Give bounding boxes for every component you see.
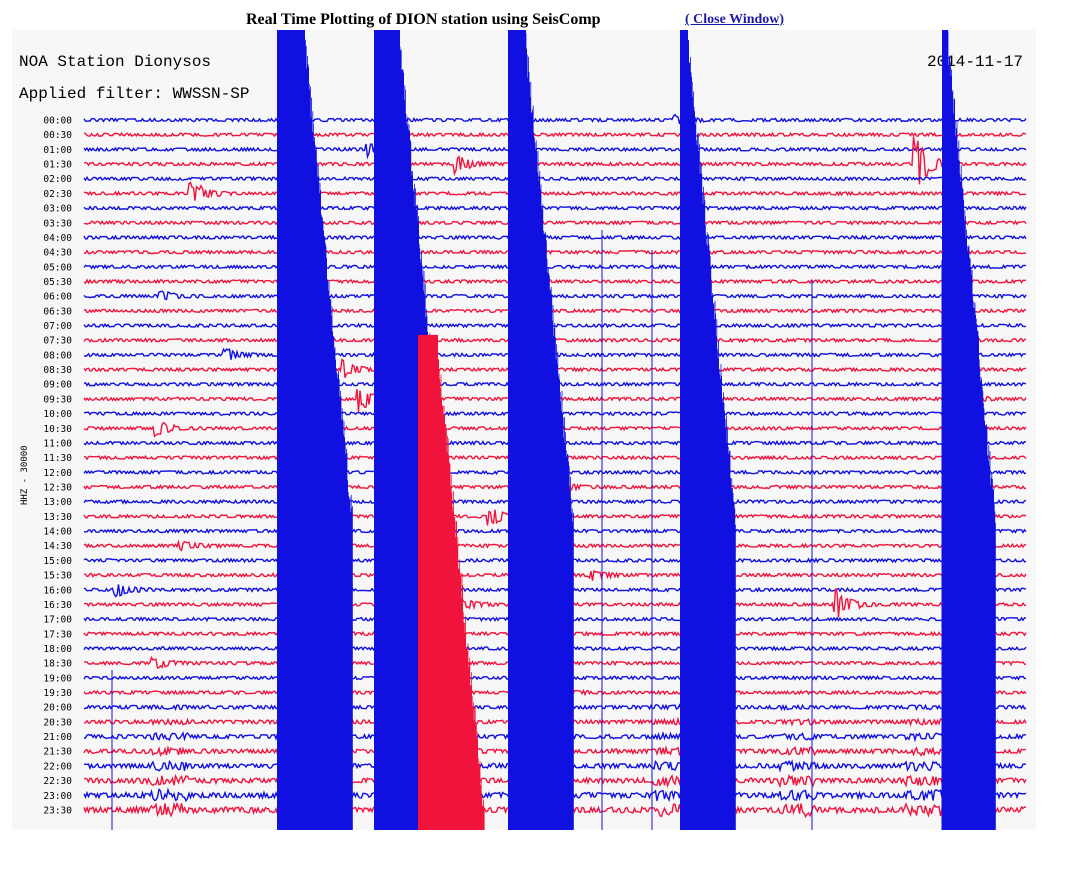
saturated-event-band bbox=[374, 30, 400, 830]
saturated-event-band bbox=[418, 334, 438, 830]
helicorder-plot: NOA Station Dionysos Applied filter: WWS… bbox=[12, 30, 1036, 830]
time-tick-label: 04:00 bbox=[43, 233, 72, 244]
time-tick-label: 14:00 bbox=[43, 527, 72, 538]
time-tick-label: 13:00 bbox=[43, 497, 72, 508]
time-tick-label: 09:30 bbox=[43, 394, 72, 405]
time-tick-label: 15:30 bbox=[43, 571, 72, 582]
time-tick-label: 19:00 bbox=[43, 673, 72, 684]
channel-label: HHZ - 30000 bbox=[20, 445, 30, 505]
time-tick-label: 03:30 bbox=[43, 218, 72, 229]
time-tick-label: 16:30 bbox=[43, 600, 72, 611]
saturated-event-band bbox=[680, 30, 688, 830]
saturated-event-band bbox=[277, 30, 305, 830]
close-window-link[interactable]: ( Close Window) bbox=[685, 12, 785, 27]
event-coda-spikes bbox=[437, 359, 485, 830]
helicorder-canvas: NOA Station Dionysos Applied filter: WWS… bbox=[19, 30, 1027, 830]
seismogram-trace-line bbox=[83, 181, 1027, 201]
time-tick-label: 08:00 bbox=[43, 350, 72, 361]
seismogram-trace-line bbox=[83, 249, 1027, 256]
time-tick-label: 00:00 bbox=[43, 116, 72, 127]
seismogram-trace-line bbox=[83, 205, 1027, 212]
time-tick-label: 21:30 bbox=[43, 747, 72, 758]
time-tick-label: 17:00 bbox=[43, 615, 72, 626]
time-tick-label: 12:00 bbox=[43, 468, 72, 479]
time-tick-label: 05:30 bbox=[43, 277, 72, 288]
time-tick-label: 02:30 bbox=[43, 189, 72, 200]
time-tick-label: 00:30 bbox=[43, 130, 72, 141]
time-tick-label: 22:30 bbox=[43, 776, 72, 787]
time-tick-label: 02:00 bbox=[43, 174, 72, 185]
filter-label: Applied filter: WWSSN-SP bbox=[19, 85, 249, 103]
time-tick-label: 11:30 bbox=[43, 453, 72, 464]
time-tick-label: 03:00 bbox=[43, 204, 72, 215]
header-bar: Real Time Plotting of DION station using… bbox=[0, 8, 1079, 32]
event-coda-spikes bbox=[525, 33, 574, 830]
seismogram-trace-line bbox=[83, 131, 1027, 138]
time-tick-label: 10:00 bbox=[43, 409, 72, 420]
time-axis-labels: 00:00 00:30 01:00 01:30 02:00 02:30 03:00 03:30… bbox=[43, 116, 72, 817]
time-tick-label: 07:30 bbox=[43, 336, 72, 347]
page-title: Real Time Plotting of DION station using… bbox=[246, 11, 601, 28]
time-tick-label: 05:00 bbox=[43, 262, 72, 273]
time-tick-label: 18:00 bbox=[43, 644, 72, 655]
time-tick-label: 23:30 bbox=[43, 805, 72, 816]
seismogram-trace-line bbox=[83, 113, 1027, 125]
time-tick-label: 17:30 bbox=[43, 629, 72, 640]
event-coda-spikes bbox=[687, 39, 736, 830]
time-tick-label: 13:30 bbox=[43, 512, 72, 523]
time-tick-label: 01:00 bbox=[43, 145, 72, 156]
time-tick-label: 18:30 bbox=[43, 659, 72, 670]
date-label: 2014-11-17 bbox=[927, 53, 1023, 71]
time-tick-label: 23:00 bbox=[43, 791, 72, 802]
time-tick-label: 09:00 bbox=[43, 380, 72, 391]
seismogram-trace-line bbox=[83, 175, 1027, 182]
seismogram-trace-line bbox=[83, 307, 1027, 314]
saturated-event-band bbox=[508, 30, 526, 830]
seismogram-trace-line bbox=[83, 290, 1027, 301]
time-tick-label: 19:30 bbox=[43, 688, 72, 699]
time-tick-label: 10:30 bbox=[43, 424, 72, 435]
time-tick-label: 01:30 bbox=[43, 160, 72, 171]
time-tick-label: 15:00 bbox=[43, 556, 72, 567]
time-tick-label: 14:30 bbox=[43, 541, 72, 552]
time-tick-label: 22:00 bbox=[43, 761, 72, 772]
time-tick-label: 21:00 bbox=[43, 732, 72, 743]
time-tick-label: 11:00 bbox=[43, 438, 72, 449]
seismogram-trace-line bbox=[83, 142, 1027, 160]
seismogram-trace-line bbox=[83, 234, 1027, 241]
time-tick-label: 06:00 bbox=[43, 292, 72, 303]
time-tick-label: 16:00 bbox=[43, 585, 72, 596]
seismogram-trace-line bbox=[83, 219, 1027, 226]
seismogram-traces bbox=[83, 30, 1027, 830]
time-tick-label: 04:30 bbox=[43, 248, 72, 259]
seismogram-trace-line bbox=[83, 263, 1027, 270]
time-tick-label: 20:00 bbox=[43, 703, 72, 714]
station-label: NOA Station Dionysos bbox=[19, 53, 211, 71]
event-coda-spikes bbox=[947, 31, 996, 830]
time-tick-label: 06:30 bbox=[43, 306, 72, 317]
saturated-event-band bbox=[942, 30, 948, 830]
event-coda-spikes bbox=[304, 39, 353, 830]
time-tick-label: 12:30 bbox=[43, 483, 72, 494]
time-tick-label: 08:30 bbox=[43, 365, 72, 376]
seismogram-trace-line bbox=[83, 136, 1027, 185]
time-tick-label: 07:00 bbox=[43, 321, 72, 332]
seismogram-trace-line bbox=[83, 278, 1027, 285]
time-tick-label: 20:30 bbox=[43, 717, 72, 728]
